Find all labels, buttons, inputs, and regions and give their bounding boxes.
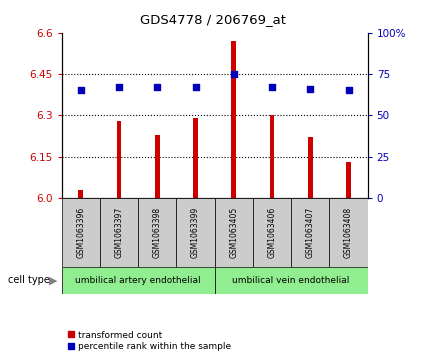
Bar (232, 41, 236, 198)
Point (77, 87, 84, 93)
Bar (62, 198, 100, 267)
Legend: transformed count, percentile rank within the sample: transformed count, percentile rank withi… (64, 327, 234, 355)
Text: GDS4778 / 206769_at: GDS4778 / 206769_at (139, 13, 286, 26)
Text: GSM1063406: GSM1063406 (267, 207, 277, 258)
Text: GSM1063398: GSM1063398 (153, 207, 162, 258)
Bar (79, 189, 83, 198)
Bar (308, 137, 312, 198)
Bar (117, 121, 121, 198)
Bar (253, 198, 291, 267)
Bar (155, 135, 159, 198)
Bar (346, 162, 351, 198)
Text: ▶: ▶ (49, 275, 57, 285)
Text: GSM1063397: GSM1063397 (114, 207, 124, 258)
Bar (270, 115, 274, 198)
Bar (329, 198, 368, 267)
Point (269, 84, 275, 90)
Bar (215, 267, 368, 294)
Bar (215, 198, 253, 267)
Text: umbilical artery endothelial: umbilical artery endothelial (75, 276, 201, 285)
Bar (100, 198, 138, 267)
Point (116, 84, 122, 90)
Text: GSM1063407: GSM1063407 (306, 207, 315, 258)
Point (192, 84, 199, 90)
Text: GSM1063408: GSM1063408 (344, 207, 353, 258)
Point (230, 71, 237, 77)
Text: GSM1063399: GSM1063399 (191, 207, 200, 258)
Text: cell type: cell type (8, 275, 51, 285)
Text: GSM1063405: GSM1063405 (229, 207, 238, 258)
Point (154, 84, 161, 90)
Bar (176, 198, 215, 267)
Text: GSM1063396: GSM1063396 (76, 207, 85, 258)
Point (307, 86, 314, 92)
Bar (62, 267, 215, 294)
Point (345, 87, 352, 93)
Text: umbilical vein endothelial: umbilical vein endothelial (232, 276, 350, 285)
Bar (291, 198, 329, 267)
Bar (193, 118, 198, 198)
Bar (138, 198, 176, 267)
